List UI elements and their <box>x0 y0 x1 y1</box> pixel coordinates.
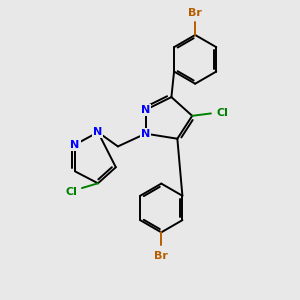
Text: N: N <box>70 140 80 150</box>
Text: N: N <box>141 129 150 139</box>
Text: N: N <box>141 105 150 115</box>
Text: Cl: Cl <box>66 187 78 196</box>
Text: Br: Br <box>154 250 168 260</box>
Text: Br: Br <box>188 8 202 18</box>
Text: N: N <box>93 127 103 137</box>
Text: Cl: Cl <box>216 108 228 118</box>
